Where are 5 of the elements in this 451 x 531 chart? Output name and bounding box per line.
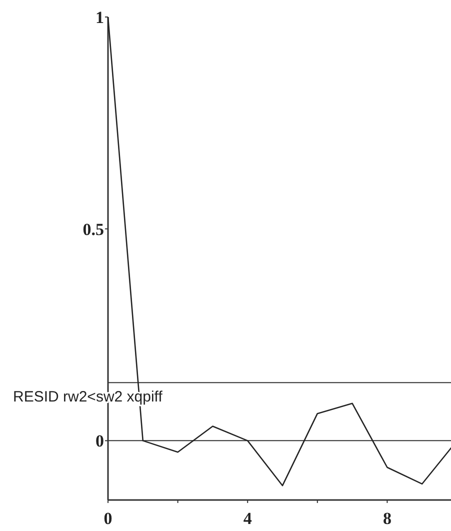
x-tick-label: 4: [243, 509, 252, 528]
y-tick-label: 0.5: [82, 220, 104, 239]
y-tick-label: 0: [96, 432, 104, 451]
y-tick-label: 1: [96, 8, 104, 27]
x-tick-label: 8: [382, 509, 392, 528]
